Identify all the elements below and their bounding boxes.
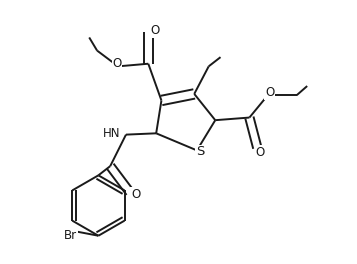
Text: O: O — [150, 24, 160, 37]
Text: Br: Br — [64, 229, 77, 242]
Text: O: O — [112, 57, 121, 70]
Text: S: S — [196, 145, 204, 158]
Text: HN: HN — [103, 127, 120, 140]
Text: O: O — [265, 86, 274, 99]
Text: O: O — [131, 188, 140, 201]
Text: O: O — [255, 146, 265, 159]
